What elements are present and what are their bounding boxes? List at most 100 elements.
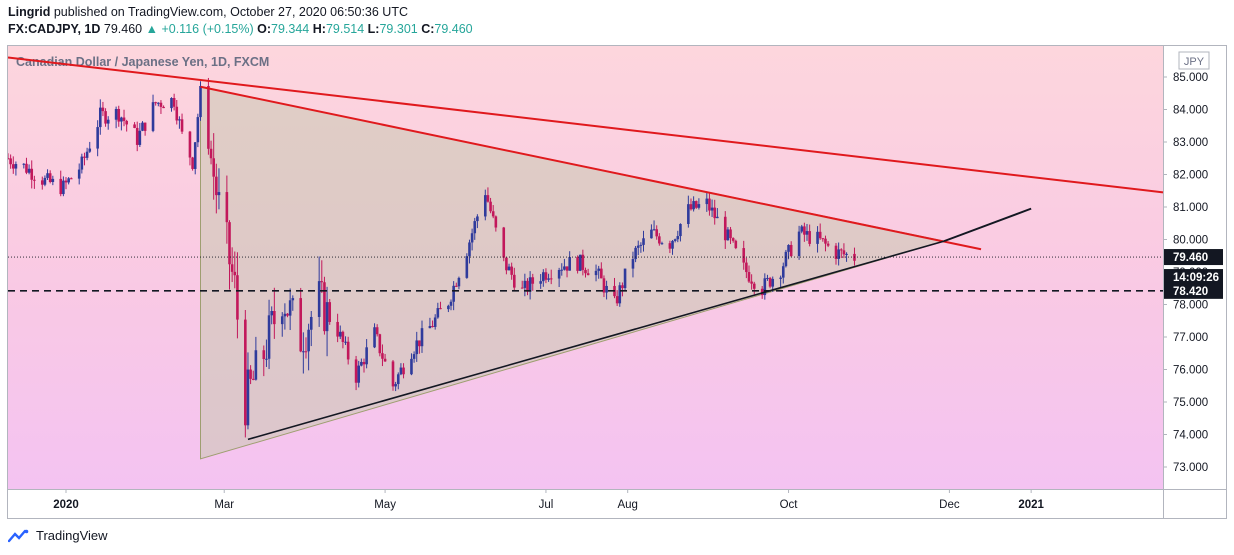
- level-price-label-bg: [1164, 282, 1223, 299]
- candle-up: [642, 238, 645, 245]
- candle-down: [760, 288, 764, 296]
- candle-up: [420, 328, 424, 347]
- candle-down: [602, 278, 606, 293]
- candle-up: [697, 204, 701, 208]
- candle-up: [797, 231, 801, 257]
- candle-up: [781, 266, 785, 278]
- candle-down: [391, 361, 395, 387]
- candle-up: [618, 285, 622, 304]
- y-tick-label: 73.000: [1173, 462, 1208, 474]
- candle-up: [199, 85, 202, 118]
- candle-up: [193, 142, 197, 169]
- candle-down: [122, 117, 126, 121]
- candle-down: [713, 207, 717, 219]
- candle-down: [768, 277, 772, 287]
- last-price-label-bg: [1164, 249, 1223, 266]
- candle-down: [586, 273, 590, 276]
- last-value: 79.460: [103, 22, 143, 36]
- candle-down: [236, 275, 239, 320]
- candle-down: [172, 97, 176, 107]
- close-label: C:: [421, 22, 435, 36]
- candle-up: [317, 281, 321, 317]
- open-value: 79.344: [271, 22, 310, 36]
- candle-up: [62, 180, 65, 195]
- triangle-support-line[interactable]: [247, 240, 945, 441]
- candle-up: [51, 178, 55, 183]
- candle-up: [22, 163, 26, 165]
- candle-up: [679, 223, 682, 237]
- candle-up: [800, 226, 804, 232]
- candle-up: [80, 156, 84, 170]
- candle-down: [180, 119, 184, 132]
- candle-up: [705, 198, 709, 205]
- candle-down: [745, 262, 748, 273]
- candle-up: [267, 315, 271, 359]
- candle-up: [845, 253, 848, 255]
- candle-down: [731, 238, 735, 241]
- publisher-rest: published on TradingView.com, October 27…: [50, 5, 408, 19]
- y-tick-label: 74.000: [1173, 430, 1208, 442]
- candle-up: [805, 231, 809, 235]
- close-value: 79.460: [434, 22, 473, 36]
- candle-down: [25, 163, 28, 173]
- candle-down: [9, 158, 12, 165]
- candle-down: [789, 244, 793, 257]
- candle-down: [212, 158, 215, 177]
- candle-up: [779, 277, 782, 279]
- candle-up: [196, 117, 200, 143]
- publisher-line: Lingrid published on TradingView.com, Oc…: [8, 4, 473, 21]
- candle-up: [265, 358, 268, 360]
- price-chart[interactable]: Canadian Dollar / Japanese Yen, 1D, FXCM…: [8, 46, 1227, 519]
- x-tick-label: Oct: [780, 499, 799, 511]
- candle-up: [46, 173, 49, 178]
- candle-down: [520, 287, 524, 289]
- candle-down: [708, 198, 711, 211]
- candle-up: [716, 216, 719, 219]
- candle-up: [542, 272, 545, 282]
- upper-trendline[interactable]: [8, 56, 1164, 194]
- candle-down: [64, 180, 68, 183]
- level-price-label: 78.420: [1173, 286, 1208, 298]
- candle-down: [431, 325, 434, 327]
- candle-down: [689, 204, 693, 210]
- candle-down: [658, 236, 661, 244]
- candle-up: [449, 301, 453, 306]
- change-value: +0.116 (+0.15%): [161, 22, 254, 36]
- candle-down: [510, 266, 513, 275]
- candle-down: [402, 367, 405, 375]
- chart-header: Lingrid published on TradingView.com, Oc…: [8, 4, 473, 38]
- candle-up: [470, 233, 474, 243]
- candle-down: [803, 226, 806, 235]
- candle-up: [605, 285, 608, 293]
- currency-box[interactable]: [1178, 51, 1210, 70]
- candle-down: [486, 195, 490, 202]
- candle-up: [816, 231, 819, 244]
- candle-down: [600, 268, 603, 279]
- candle-down: [576, 257, 579, 271]
- candle-up: [452, 285, 455, 302]
- tradingview-logo-icon: [8, 529, 29, 542]
- chart-frame[interactable]: Canadian Dollar / Japanese Yen, 1D, FXCM…: [7, 45, 1227, 519]
- candle-up: [650, 229, 653, 239]
- candle-up: [563, 266, 566, 270]
- candle-up: [106, 119, 110, 124]
- candle-up: [652, 229, 656, 231]
- candle-down: [694, 201, 698, 208]
- candle-up: [96, 127, 99, 149]
- candle-down: [143, 122, 147, 131]
- candle-down: [505, 257, 508, 271]
- candle-down: [655, 229, 658, 237]
- candle-up: [344, 341, 347, 343]
- candle-up: [597, 268, 600, 271]
- candle-up: [67, 178, 70, 183]
- candle-down: [286, 313, 289, 316]
- x-tick-label: 2020: [53, 499, 79, 511]
- candle-down: [834, 245, 838, 259]
- candle-down: [135, 127, 139, 145]
- projection-line[interactable]: [943, 207, 1032, 243]
- symbol-line: FX:CADJPY, 1D 79.460 ▲ +0.116 (+0.15%) O…: [8, 21, 473, 38]
- candle-up: [415, 340, 419, 355]
- x-tick-label: Mar: [214, 499, 234, 511]
- candle-up: [436, 308, 440, 318]
- triangle-resistance-line[interactable]: [200, 85, 982, 251]
